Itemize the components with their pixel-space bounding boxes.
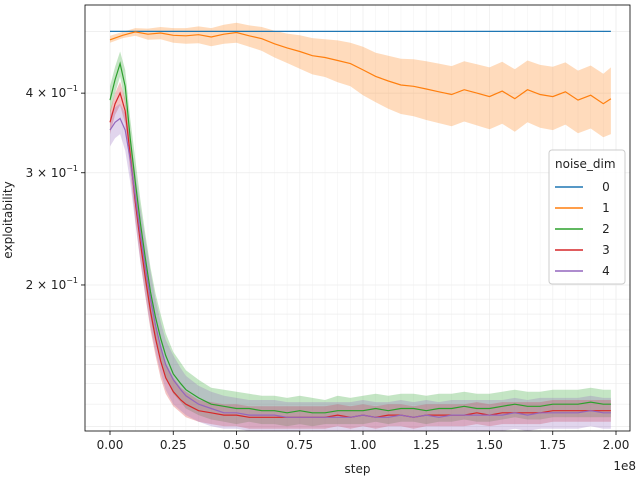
legend-title: noise_dim xyxy=(555,157,616,171)
band-series-1 xyxy=(110,22,611,138)
series-lines xyxy=(109,30,612,418)
x-tick-label: 2.00 xyxy=(603,438,630,452)
x-tick-label: 0.25 xyxy=(160,438,187,452)
x-tick-label: 0.00 xyxy=(97,438,124,452)
legend-label-4: 4 xyxy=(602,264,610,278)
x-axis-label: step xyxy=(345,462,371,476)
x-tick-label: 1.75 xyxy=(539,438,566,452)
y-axis-ticks: 4 × 10−1 3 × 10−1 2 × 10−1 xyxy=(26,84,85,292)
x-axis-offset-label: 1e8 xyxy=(613,459,636,473)
y-tick-label: 4 × 10−1 xyxy=(26,84,78,100)
line-series-1 xyxy=(109,31,612,105)
band-series-4 xyxy=(110,103,611,431)
plot-frame xyxy=(84,4,631,432)
x-tick-label: 1.50 xyxy=(476,438,503,452)
line-series-4 xyxy=(109,117,611,418)
x-tick-label: 0.50 xyxy=(223,438,250,452)
confidence-bands xyxy=(110,22,611,431)
x-tick-label: 0.75 xyxy=(286,438,313,452)
x-tick-label: 1.25 xyxy=(413,438,440,452)
legend-label-1: 1 xyxy=(602,201,610,215)
line-series-3 xyxy=(109,91,611,418)
grid xyxy=(85,5,630,431)
y-tick-label: 2 × 10−1 xyxy=(26,276,78,292)
y-axis-label: exploitability xyxy=(1,181,15,258)
x-tick-label: 1.00 xyxy=(350,438,377,452)
line-series-2 xyxy=(109,61,611,414)
legend-label-3: 3 xyxy=(602,243,610,257)
legend-label-0: 0 xyxy=(602,180,610,194)
legend-label-2: 2 xyxy=(602,222,610,236)
legend: noise_dim 0 1 2 3 4 xyxy=(548,149,626,285)
y-tick-label: 3 × 10−1 xyxy=(26,164,78,180)
x-axis-ticks: 0.00 0.25 0.50 0.75 1.00 1.25 1.50 1.75 2.00 xyxy=(97,431,630,452)
